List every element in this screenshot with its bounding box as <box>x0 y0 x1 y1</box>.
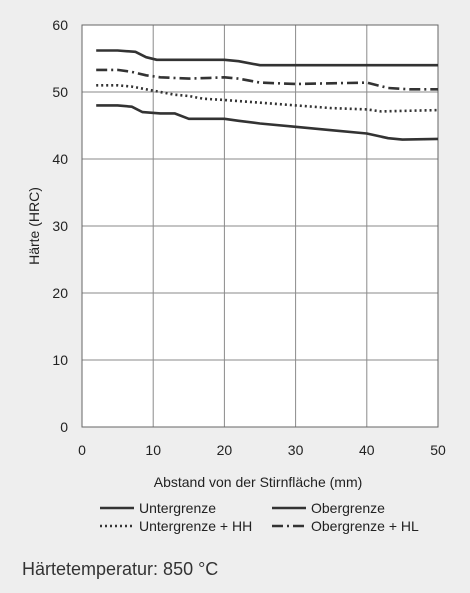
y-tick-label: 20 <box>52 285 68 301</box>
x-tick-label: 20 <box>217 442 233 458</box>
legend-label-2: Obergrenze <box>311 500 385 516</box>
series-line-4 <box>96 68 438 91</box>
y-tick-label: 60 <box>52 17 68 33</box>
y-tick-label: 40 <box>52 151 68 167</box>
x-tick-label: 0 <box>78 442 86 458</box>
hardening-temperature-caption: Härtetemperatur: 850 °C <box>22 559 219 579</box>
x-tick-label: 30 <box>288 442 304 458</box>
legend-label-3: Untergrenze + HH <box>139 518 252 534</box>
x-tick-label: 50 <box>430 442 446 458</box>
x-tick-label: 10 <box>145 442 161 458</box>
series-line-2 <box>96 49 438 67</box>
x-axis-title: Abstand von der Stirnfläche (mm) <box>154 474 363 490</box>
plot-frame <box>81 24 439 428</box>
y-tick-label: 10 <box>52 352 68 368</box>
series-line-3 <box>96 84 439 113</box>
legend-label-4: Obergrenze + HL <box>311 518 419 534</box>
y-tick-label: 0 <box>60 419 68 435</box>
y-axis-title: Härte (HRC) <box>26 187 42 265</box>
legend-label-1: Untergrenze <box>139 500 216 516</box>
y-tick-label: 50 <box>52 84 68 100</box>
x-tick-label: 40 <box>359 442 375 458</box>
series-line-1 <box>96 104 439 141</box>
y-tick-label: 30 <box>52 218 68 234</box>
